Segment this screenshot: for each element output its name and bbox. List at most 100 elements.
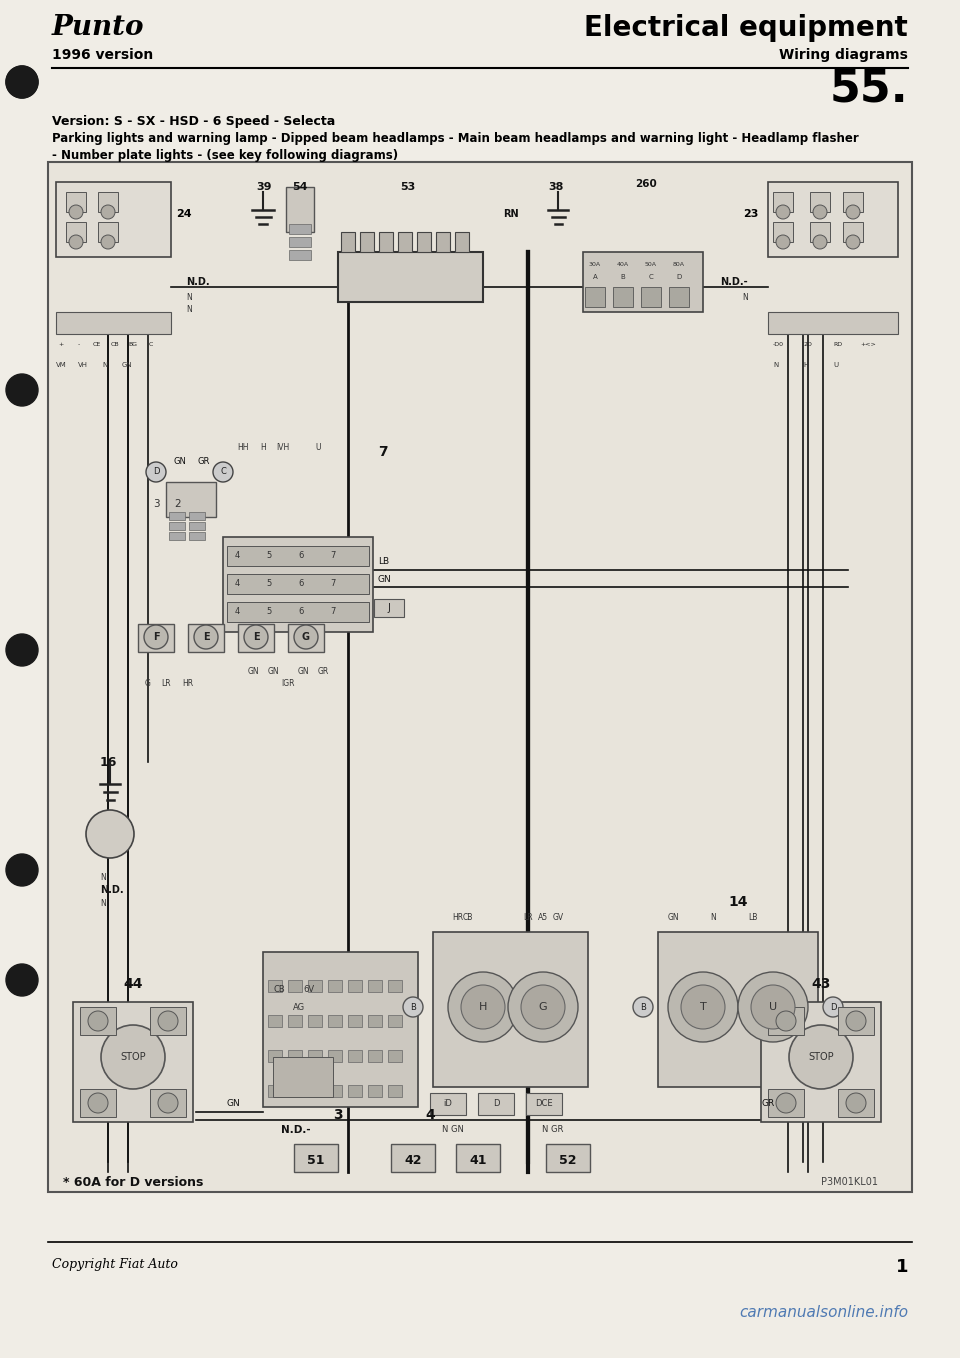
Text: 23: 23: [743, 209, 758, 219]
Bar: [308, 1014, 322, 1027]
Text: VH: VH: [78, 363, 88, 368]
Circle shape: [403, 997, 423, 1017]
Text: GN: GN: [667, 913, 679, 922]
Bar: [263, 952, 418, 1107]
Text: STOP: STOP: [120, 1052, 146, 1062]
Text: 3: 3: [333, 1108, 343, 1122]
Text: D: D: [677, 274, 682, 280]
Bar: [838, 1008, 874, 1035]
Text: 1996 version: 1996 version: [52, 48, 154, 62]
Text: N.D.: N.D.: [100, 885, 124, 895]
Circle shape: [6, 854, 38, 885]
Circle shape: [846, 1093, 866, 1114]
Text: 38: 38: [548, 182, 564, 191]
Text: 7: 7: [330, 580, 336, 588]
Text: C: C: [649, 274, 654, 280]
Circle shape: [294, 625, 318, 649]
Bar: [294, 1143, 338, 1172]
Circle shape: [6, 67, 38, 98]
Bar: [328, 980, 342, 991]
Bar: [391, 1143, 435, 1172]
Circle shape: [244, 625, 268, 649]
Text: 6: 6: [299, 551, 303, 561]
Bar: [288, 1014, 302, 1027]
Circle shape: [448, 972, 518, 1042]
Text: 6V: 6V: [303, 985, 314, 994]
Circle shape: [69, 235, 83, 249]
Text: 260: 260: [636, 179, 657, 189]
Bar: [48, 162, 912, 1192]
Bar: [374, 599, 404, 617]
Bar: [169, 521, 185, 530]
Bar: [268, 1050, 282, 1062]
Text: 41: 41: [469, 1153, 487, 1167]
Text: 4: 4: [425, 1108, 435, 1122]
Text: U: U: [769, 1002, 777, 1012]
Text: iD: iD: [444, 1100, 452, 1108]
Circle shape: [101, 235, 115, 249]
Bar: [478, 1093, 514, 1115]
Text: Punto: Punto: [52, 14, 145, 41]
Text: 4: 4: [234, 580, 240, 588]
Text: LR: LR: [161, 679, 171, 689]
Circle shape: [681, 985, 725, 1029]
Text: 55.: 55.: [829, 68, 908, 111]
Text: N: N: [742, 292, 748, 301]
Bar: [288, 980, 302, 991]
Bar: [368, 1085, 382, 1097]
Circle shape: [738, 972, 808, 1042]
Text: Copyright Fiat Auto: Copyright Fiat Auto: [52, 1258, 178, 1271]
Bar: [56, 182, 171, 257]
Circle shape: [88, 1010, 108, 1031]
Bar: [433, 932, 588, 1086]
Bar: [169, 512, 185, 520]
Text: 44: 44: [123, 976, 143, 991]
Bar: [188, 623, 224, 652]
Text: E: E: [203, 631, 209, 642]
Text: B: B: [620, 274, 625, 280]
Text: N.D.-: N.D.-: [720, 277, 748, 287]
Text: VM: VM: [56, 363, 66, 368]
Text: 53: 53: [400, 182, 416, 191]
Text: BG: BG: [129, 342, 137, 348]
Text: CB: CB: [110, 342, 119, 348]
Bar: [773, 221, 793, 242]
Text: 42: 42: [404, 1153, 421, 1167]
Text: 4: 4: [234, 551, 240, 561]
Circle shape: [86, 809, 134, 858]
Text: N: N: [100, 872, 106, 881]
Text: RN: RN: [503, 209, 518, 219]
Text: D: D: [492, 1100, 499, 1108]
Circle shape: [846, 205, 860, 219]
Text: A: A: [592, 274, 597, 280]
Text: CE: CE: [93, 342, 101, 348]
Text: U: U: [315, 443, 321, 451]
Text: STOP: STOP: [808, 1052, 834, 1062]
Bar: [388, 1050, 402, 1062]
Circle shape: [633, 997, 653, 1017]
Bar: [526, 1093, 562, 1115]
Bar: [843, 221, 863, 242]
Text: GN: GN: [227, 1100, 240, 1108]
Bar: [436, 232, 450, 253]
Bar: [288, 623, 324, 652]
Circle shape: [213, 462, 233, 482]
Bar: [189, 521, 205, 530]
Text: B: B: [640, 1002, 646, 1012]
Bar: [348, 980, 362, 991]
Text: E: E: [252, 631, 259, 642]
Text: CB: CB: [463, 913, 473, 922]
Bar: [810, 191, 830, 212]
Bar: [328, 1085, 342, 1097]
Bar: [768, 182, 898, 257]
Circle shape: [668, 972, 738, 1042]
Circle shape: [146, 462, 166, 482]
Bar: [368, 1050, 382, 1062]
Circle shape: [776, 235, 790, 249]
Bar: [227, 602, 369, 622]
Circle shape: [101, 1025, 165, 1089]
Circle shape: [776, 1010, 796, 1031]
Text: 52: 52: [560, 1153, 577, 1167]
Circle shape: [88, 1093, 108, 1114]
Text: 16: 16: [100, 755, 117, 769]
